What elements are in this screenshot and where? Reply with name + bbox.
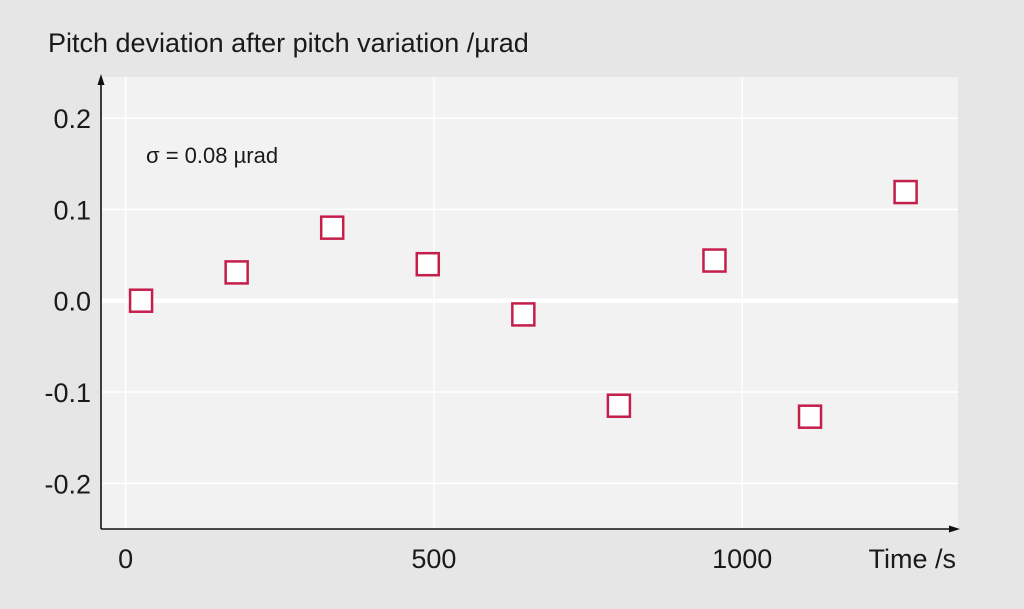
y-tick-label: 0.2 xyxy=(53,104,91,134)
data-point xyxy=(702,248,727,273)
x-tick-label: 500 xyxy=(411,544,456,574)
sigma-annotation: σ = 0.08 µrad xyxy=(146,143,278,168)
data-point xyxy=(319,215,345,240)
y-axis-label: Pitch deviation after pitch variation /µ… xyxy=(48,28,529,58)
y-tick-label: 0.0 xyxy=(53,287,91,317)
x-tick-labels: 0 500 1000 xyxy=(118,544,772,574)
x-tick-label: 0 xyxy=(118,544,133,574)
x-axis-label: Time /s xyxy=(869,544,957,574)
data-point xyxy=(128,288,154,313)
x-axis-arrow-icon xyxy=(949,525,960,533)
axes xyxy=(97,74,960,533)
grid-lines xyxy=(101,77,958,529)
data-point xyxy=(224,260,249,285)
y-tick-label: -0.1 xyxy=(44,378,91,408)
y-tick-label: -0.2 xyxy=(44,469,91,499)
x-tick-label: 1000 xyxy=(712,544,772,574)
data-point xyxy=(606,393,632,418)
data-point xyxy=(893,179,918,205)
data-points xyxy=(128,179,918,429)
y-tick-labels: 0.2 0.1 0.0 -0.1 -0.2 xyxy=(44,104,91,499)
data-point xyxy=(511,302,536,327)
y-tick-label: 0.1 xyxy=(53,195,91,225)
data-point xyxy=(797,404,823,429)
y-axis-arrow-icon xyxy=(97,74,105,85)
data-point xyxy=(415,251,441,277)
